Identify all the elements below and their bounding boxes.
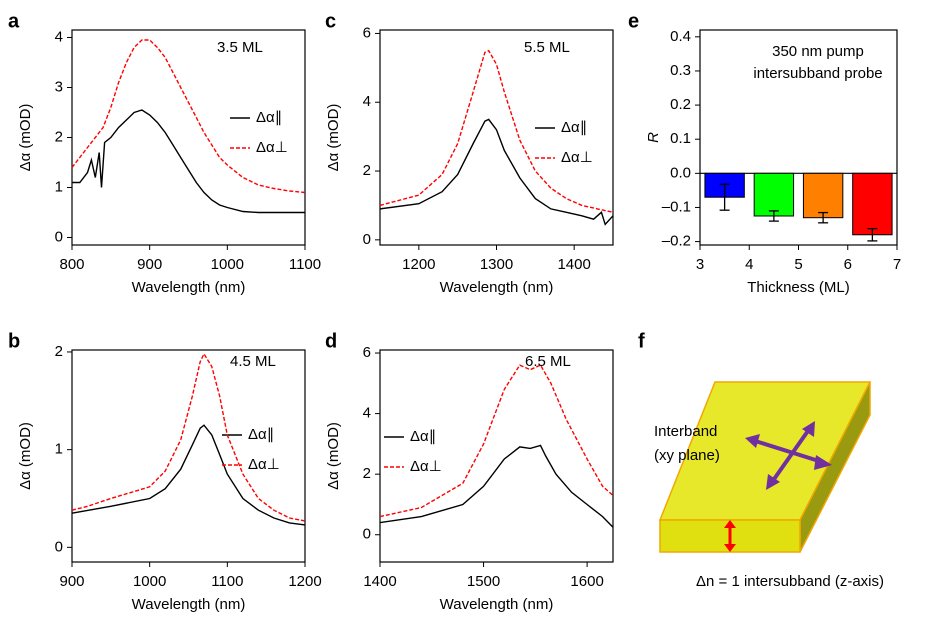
legend-label: Δα⊥ — [561, 149, 593, 166]
x-tick-label: 1400 — [557, 256, 590, 273]
panel-label: c — [325, 10, 336, 32]
x-tick-label: 6 — [844, 256, 852, 273]
legend-label: Δα∥ — [561, 119, 587, 136]
diagram: f Interband (xy plane) Δn = 1 intersubba… — [638, 330, 884, 590]
y-tick-label: 0 — [363, 231, 371, 248]
legend-label: Δα⊥ — [248, 456, 280, 473]
panel-label: f — [638, 330, 645, 352]
x-tick-label: 1200 — [288, 573, 321, 590]
error-bar — [867, 227, 878, 242]
y-tick-label: 6 — [363, 344, 371, 361]
y-tick-label: 6 — [363, 24, 371, 41]
legend-label: Δα∥ — [256, 109, 282, 126]
y-tick-label: 3 — [55, 78, 63, 95]
x-tick-label: 800 — [59, 256, 84, 273]
y-axis-label: Δα (mOD) — [325, 422, 342, 490]
panel-label: d — [325, 330, 337, 352]
y-tick-label: 1 — [55, 441, 63, 458]
x-axis-label: Wavelength (nm) — [132, 596, 246, 613]
x-tick-label: 1100 — [289, 256, 321, 273]
y-axis-label: R — [645, 132, 662, 143]
panel-label: a — [8, 10, 20, 32]
x-axis-label: Wavelength (nm) — [440, 596, 554, 613]
panel-label: e — [628, 10, 639, 32]
y-tick-label: 2 — [55, 343, 63, 360]
annotation: 350 nm pump — [772, 43, 864, 60]
plot-frame — [379, 349, 614, 563]
x-axis-label: Wavelength (nm) — [132, 279, 246, 296]
y-tick-label: 2 — [55, 128, 63, 145]
y-tick-label: 1 — [55, 178, 63, 195]
plot-frame — [71, 349, 306, 563]
y-axis-label: Δα (mOD) — [17, 104, 34, 172]
x-tick-label: 1000 — [211, 256, 244, 273]
y-tick-label: 0 — [55, 228, 63, 245]
y-tick-label: 0.2 — [670, 96, 691, 113]
x-tick-label: 5 — [794, 256, 802, 273]
legend-label: Δα∥ — [410, 428, 436, 445]
y-tick-label: 0.3 — [670, 62, 691, 79]
y-tick-label: 4 — [363, 93, 371, 110]
y-tick-label: 0.0 — [670, 164, 691, 181]
legend-label: Δα⊥ — [256, 139, 288, 156]
x-axis-label: Wavelength (nm) — [440, 279, 554, 296]
x-tick-label: 900 — [137, 256, 162, 273]
x-tick-label: 1300 — [480, 256, 513, 273]
x-tick-label: 1100 — [211, 573, 243, 590]
bar — [753, 172, 795, 217]
x-tick-label: 1200 — [402, 256, 435, 273]
y-tick-label: 0 — [363, 526, 371, 543]
panel-label: b — [8, 330, 20, 352]
line-series — [379, 364, 614, 518]
y-axis-label: Δα (mOD) — [325, 104, 342, 172]
y-tick-label: –0.1 — [662, 198, 691, 215]
interband-arrows — [745, 421, 832, 490]
x-tick-label: 1500 — [467, 573, 500, 590]
legend-label: Δα∥ — [248, 426, 274, 443]
line-series — [379, 118, 614, 226]
intersubband-arrow — [724, 520, 736, 552]
error-bar — [719, 183, 730, 211]
x-tick-label: 1600 — [570, 573, 603, 590]
y-tick-label: 4 — [55, 28, 63, 45]
x-axis-label: Thickness (ML) — [747, 279, 850, 296]
line-series — [71, 39, 306, 194]
y-tick-label: 2 — [363, 465, 371, 482]
line-series — [71, 424, 306, 526]
y-axis-label: Δα (mOD) — [17, 422, 34, 490]
y-tick-label: 0.4 — [670, 28, 691, 45]
diagram-label: Interband — [654, 423, 717, 440]
line-series — [71, 352, 306, 522]
y-tick-label: 0.1 — [670, 130, 691, 147]
x-tick-label: 900 — [59, 573, 84, 590]
annotation: 5.5 ML — [524, 39, 570, 56]
legend-label: Δα⊥ — [410, 458, 442, 475]
annotation: intersubband probe — [753, 65, 882, 82]
diagram-label: (xy plane) — [654, 447, 720, 464]
diagram-label: Δn = 1 intersubband (z-axis) — [696, 573, 884, 590]
y-tick-label: 0 — [55, 538, 63, 555]
line-series — [379, 444, 614, 528]
line-series — [72, 109, 305, 214]
error-bar — [818, 211, 829, 224]
annotation: 6.5 ML — [525, 353, 571, 370]
plot-frame — [379, 29, 614, 246]
x-tick-label: 7 — [893, 256, 901, 273]
bar — [802, 172, 844, 219]
line-series — [379, 49, 614, 213]
x-tick-label: 3 — [696, 256, 704, 273]
bar — [852, 172, 893, 236]
x-tick-label: 4 — [745, 256, 753, 273]
y-tick-label: 4 — [363, 405, 371, 422]
x-tick-label: 1000 — [133, 573, 166, 590]
error-bar — [768, 210, 779, 222]
x-tick-label: 1400 — [363, 573, 396, 590]
annotation: 4.5 ML — [230, 353, 276, 370]
annotation: 3.5 ML — [217, 39, 263, 56]
y-tick-label: 2 — [363, 162, 371, 179]
y-tick-label: –0.2 — [662, 233, 691, 250]
